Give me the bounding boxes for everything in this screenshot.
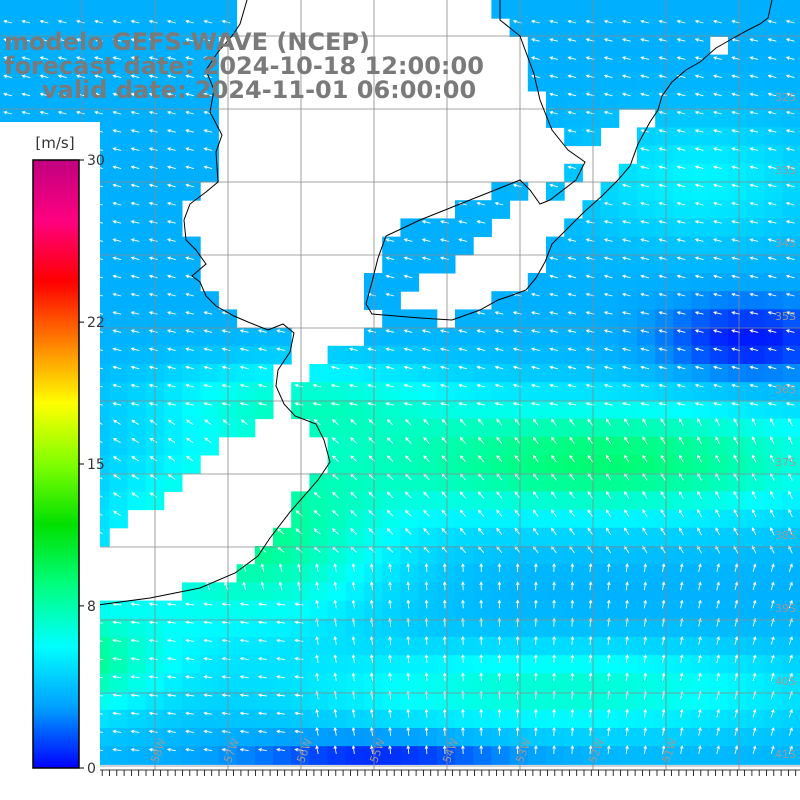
forecast-date: forecast date: 2024-10-18 12:00:00 [4,52,484,80]
model-name: modelo GEFS-WAVE (NCEP) [4,28,370,56]
lat-lon-grid [0,0,800,770]
colorbar-tick-label: 8 [87,599,96,615]
colorbar-ticks: 30 22 15 8 0 [79,153,105,777]
colorbar-unit-label: [m/s] [35,134,74,152]
colorbar-tick-label: 22 [87,315,105,331]
lat-label: 41S [775,748,796,761]
map-title: modelo GEFS-WAVE (NCEP) forecast date: 2… [4,30,484,102]
lat-label: 36S [775,383,796,396]
colorbar-tick-label: 30 [87,153,105,169]
colorbar: [m/s] 30 22 15 8 0 [0,122,105,778]
lat-label: 39S [775,602,796,615]
latitude-labels: 32S 33S 34S 35S 36S 37S 38S 39S 40S 41S [775,91,796,761]
colorbar-gradient [32,159,80,769]
lat-label: 34S [775,237,796,250]
coastline [0,0,773,629]
lat-label: 33S [775,164,796,177]
colorbar-tick-label: 0 [87,761,96,777]
lat-label: 35S [775,310,796,323]
lat-label: 37S [775,456,796,469]
colorbar-tick-label: 15 [87,457,105,473]
wind-vector-arrows [3,19,795,755]
lat-label: 32S [775,91,796,104]
valid-date: valid date: 2024-11-01 06:00:00 [42,76,477,104]
frame-ticks [0,769,800,776]
lat-label: 40S [775,675,796,688]
lat-label: 38S [775,529,796,542]
